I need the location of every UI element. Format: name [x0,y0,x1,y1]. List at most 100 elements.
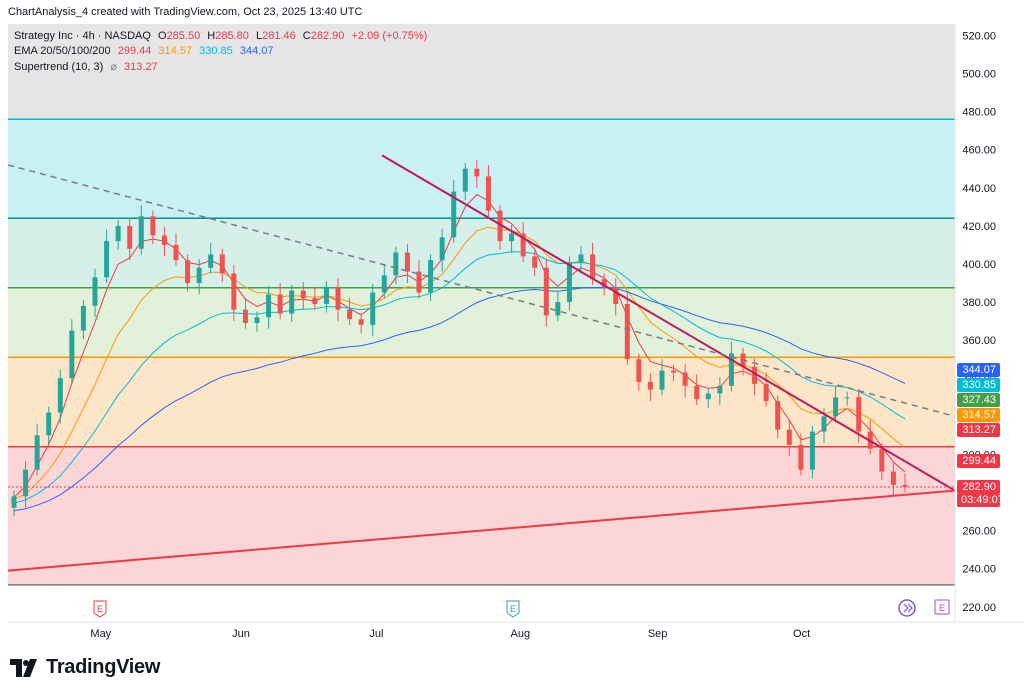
candle-body [728,353,734,386]
legend-ema100: 330.85 [199,45,233,57]
candle [879,442,885,481]
candle [219,248,225,283]
y-tick-label: 440.00 [962,183,996,195]
candle [439,228,445,272]
candle-body [786,429,792,445]
candle [474,160,480,188]
candle-body [671,370,677,373]
candle [138,204,144,255]
candle [798,433,804,476]
chart-header: ChartAnalysis_4 created with TradingView… [8,6,363,18]
y-tick-label: 240.00 [962,564,996,576]
triangle-upper [381,154,956,492]
legend-ohlc: Strategy Inc · 4h · NASDAQ O285.50 H285.… [14,30,431,42]
candle [347,298,353,325]
price-badge: 327.43 [957,393,1000,408]
candle-body [404,252,410,272]
candle-body [821,416,827,432]
y-tick-label: 460.00 [962,145,996,157]
candle [462,163,468,201]
replay-icon[interactable] [898,599,916,617]
candle-body [34,435,40,470]
candle [786,421,792,457]
earnings-marker-may[interactable]: E [93,600,107,618]
y-tick-label: 380.00 [962,297,996,309]
legend-supertrend: Supertrend (10, 3) ⌀ 313.27 [14,60,162,73]
candle-body [46,412,52,436]
candle [694,374,700,405]
y-tick-label: 480.00 [962,107,996,119]
candle [752,358,758,396]
candle [335,278,341,322]
tradingview-logo-icon [10,658,37,677]
earnings-marker-aug[interactable]: E [506,600,520,618]
zone-band [8,119,955,219]
price-badge: 299.44 [957,454,1000,469]
candle [532,250,538,277]
candle [844,391,850,406]
legend-open-label: O [158,30,167,42]
candle [890,462,896,497]
candle-body [208,254,214,268]
price-badge: 282.90 [957,479,1000,494]
candle [647,373,653,402]
x-tick-label: Jun [232,628,250,640]
candle [323,281,329,313]
candle-body [798,444,804,470]
candle-body [497,210,503,242]
candle [312,286,318,310]
candle-body [347,309,353,320]
candle-body [358,319,364,325]
candle [775,395,781,439]
candle-body [694,385,700,400]
zone-band [8,218,955,288]
x-axis-ticks: May Jun Jul Aug Sep Oct [90,628,810,640]
candle [173,233,179,266]
candle [57,369,63,424]
earnings-label: E [510,604,516,614]
candle [404,243,410,284]
candle [358,313,364,334]
candle [150,210,156,244]
x-tick-label: May [90,628,111,640]
candle [208,243,214,274]
candle-body [104,241,110,278]
price-badge: 344.07 [957,363,1000,378]
candle-body [555,302,561,316]
x-tick-label: Jul [369,628,383,640]
candle-body [752,366,758,384]
candle-body [485,176,491,211]
candle [242,298,248,329]
candle [266,285,272,329]
candle [289,284,295,323]
candle [682,363,688,398]
legend-supertrend-title: Supertrend (10, 3) [14,61,104,73]
y-tick-label: 220.00 [962,602,996,614]
candle [381,263,387,299]
candle-body [266,294,272,318]
candle-body [902,484,908,487]
legend-ema20: 299.44 [117,45,152,57]
upcoming-earnings-marker[interactable]: E [934,599,950,615]
candle [671,364,677,382]
legend-open: 285.50 [166,30,201,42]
candle-body [381,275,387,293]
y-axis-ticks: 220.00240.00260.00280.00300.00320.00340.… [962,30,996,613]
zone-band [8,584,955,622]
y-tick-label: 420.00 [962,221,996,233]
candle [23,461,29,508]
candle-body [532,256,538,268]
legend-close-label: C [302,30,311,42]
candle [254,311,260,332]
legend-close: 282.90 [310,30,345,42]
candle-body [543,267,549,316]
candle-body [520,233,526,257]
candle [485,164,491,217]
candle-body [439,237,445,261]
earnings-label: E [97,604,103,614]
legend-supertrend-value: 313.27 [124,61,158,73]
candle-body [11,496,17,508]
candle-body [624,303,630,360]
y-tick-label: 520.00 [962,30,996,42]
